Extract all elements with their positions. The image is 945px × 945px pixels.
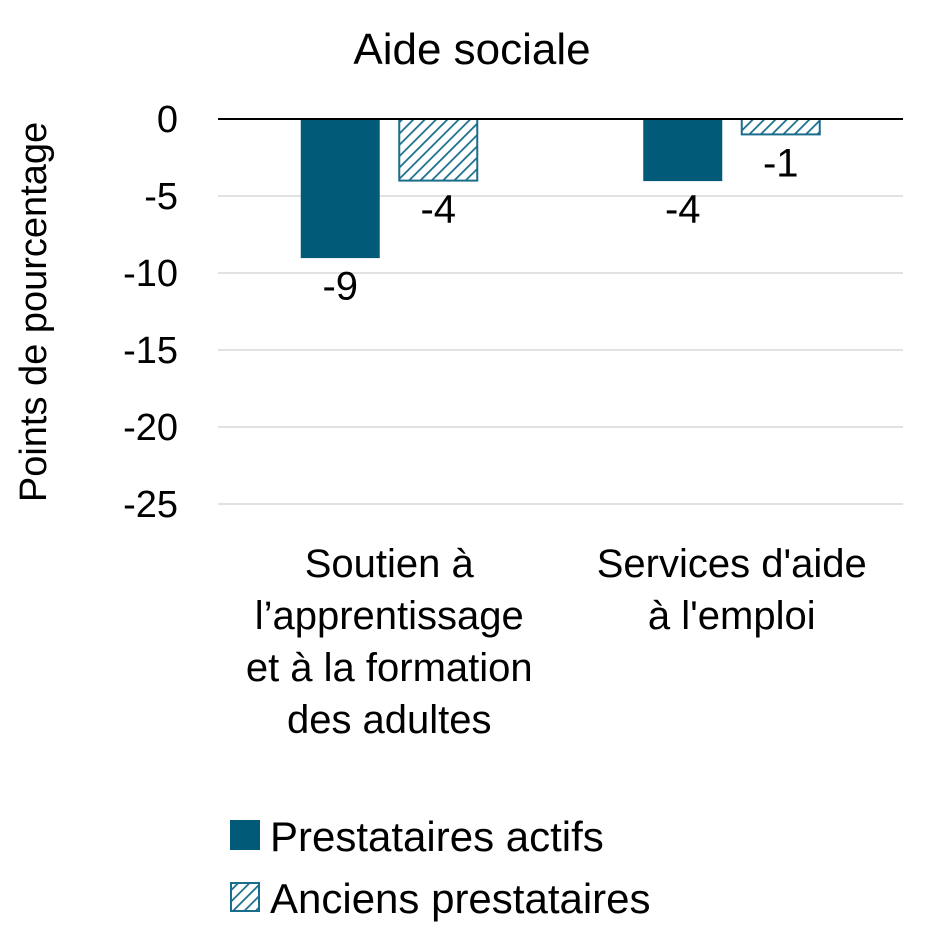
y-tick-label: -10 <box>123 253 178 295</box>
legend-swatch-actifs <box>230 820 260 850</box>
y-tick-label: 0 <box>157 99 178 141</box>
y-axis-label: Points de pourcentage <box>13 122 55 502</box>
data-label: -4 <box>665 188 701 232</box>
data-labels: -9 -4 -4 -1 <box>322 141 798 308</box>
y-axis-ticks: 0 -5 -10 -15 -20 -25 <box>123 99 178 526</box>
legend: Prestataires actifs Anciens prestataires <box>230 813 651 922</box>
bar-actifs-2 <box>643 118 723 182</box>
y-tick-label: -20 <box>123 407 178 449</box>
category-labels: Soutien à l’apprentissage et à la formatio… <box>246 542 867 742</box>
legend-swatch-anciens <box>230 882 260 912</box>
bar-anciens-2 <box>740 118 821 136</box>
y-tick-label: -25 <box>123 484 178 526</box>
y-tick-label: -5 <box>144 176 178 218</box>
bar-actifs-1 <box>300 118 380 259</box>
category-label: Services d'aide à l'emploi <box>597 542 867 638</box>
legend-label: Anciens prestataires <box>270 875 651 922</box>
category-label: Soutien à l’apprentissage et à la formatio… <box>246 542 533 742</box>
data-label: -1 <box>763 141 799 185</box>
data-label: -9 <box>322 265 358 309</box>
chart-title: Aide sociale <box>353 25 590 74</box>
gridlines <box>218 195 903 505</box>
data-label: -4 <box>420 188 456 232</box>
y-tick-label: -15 <box>123 330 178 372</box>
legend-label: Prestataires actifs <box>270 813 604 860</box>
bars <box>300 118 821 259</box>
bar-anciens-1 <box>398 118 479 182</box>
